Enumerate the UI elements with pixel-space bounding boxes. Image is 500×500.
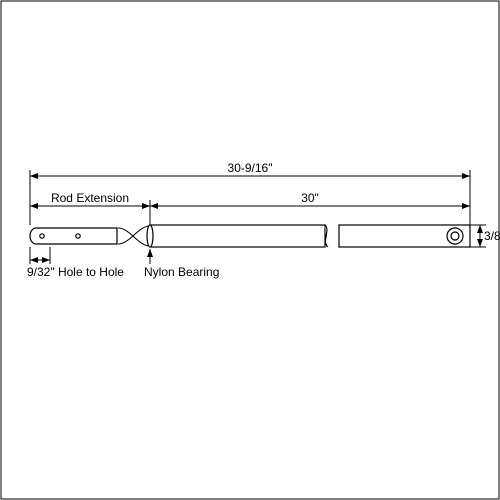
dim-label: 30-9/16" bbox=[228, 161, 273, 175]
dim-label: 30" bbox=[301, 191, 319, 205]
extension-hole bbox=[40, 234, 44, 238]
hole-dim: 9/32" Hole to Hole bbox=[27, 265, 124, 279]
dim-label: Rod Extension bbox=[51, 191, 129, 205]
extension-hole bbox=[76, 234, 80, 238]
height-dim: 3/8" bbox=[484, 229, 500, 243]
nylon-label: Nylon Bearing bbox=[144, 265, 219, 279]
frame bbox=[1, 1, 499, 499]
tube-1 bbox=[150, 225, 325, 247]
